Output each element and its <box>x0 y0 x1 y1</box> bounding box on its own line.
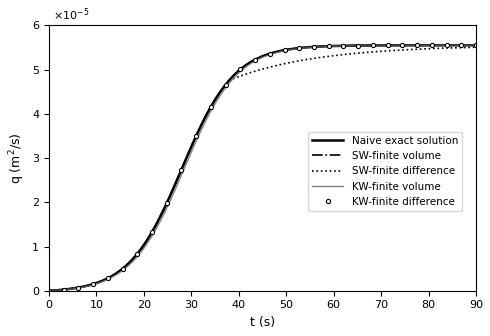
SW-finite volume <box>379 43 385 47</box>
KW-finite volume <box>387 43 392 47</box>
SW-finite difference <box>387 49 392 53</box>
KW-finite difference <box>282 48 288 52</box>
KW-finite difference <box>75 286 81 290</box>
KW-finite volume <box>46 289 52 293</box>
KW-finite difference <box>178 168 184 172</box>
KW-finite difference <box>341 44 346 48</box>
KW-finite difference <box>414 43 420 47</box>
KW-finite difference <box>164 201 170 205</box>
Line: SW-finite volume: SW-finite volume <box>49 45 476 291</box>
KW-finite difference <box>120 267 125 271</box>
Line: KW-finite volume: KW-finite volume <box>49 45 476 291</box>
KW-finite volume <box>473 43 479 47</box>
KW-finite difference <box>473 43 479 47</box>
Naive exact solution <box>46 289 52 293</box>
Naive exact solution <box>379 43 385 47</box>
Naive exact solution <box>234 70 240 74</box>
SW-finite volume <box>219 88 224 92</box>
Line: SW-finite difference: SW-finite difference <box>49 47 476 291</box>
KW-finite difference <box>238 68 244 72</box>
KW-finite difference <box>208 105 214 109</box>
SW-finite difference <box>46 289 52 293</box>
Text: $\times 10^{-5}$: $\times 10^{-5}$ <box>53 7 90 24</box>
Line: KW-finite difference: KW-finite difference <box>47 43 478 293</box>
Legend: Naive exact solution, SW-finite volume, SW-finite difference, KW-finite volume, : Naive exact solution, SW-finite volume, … <box>308 132 462 211</box>
KW-finite difference <box>134 252 140 256</box>
KW-finite difference <box>385 43 391 47</box>
KW-finite difference <box>267 52 273 56</box>
KW-finite difference <box>311 45 317 49</box>
KW-finite difference <box>105 276 111 280</box>
KW-finite volume <box>379 43 385 47</box>
Naive exact solution <box>90 282 96 286</box>
KW-finite difference <box>46 289 52 293</box>
SW-finite volume <box>473 43 479 47</box>
KW-finite difference <box>90 282 96 286</box>
KW-finite difference <box>296 46 302 50</box>
SW-finite volume <box>387 43 392 47</box>
Naive exact solution <box>339 44 345 48</box>
SW-finite volume <box>90 282 96 286</box>
KW-finite volume <box>339 44 345 48</box>
SW-finite difference <box>219 88 224 92</box>
KW-finite difference <box>252 58 258 62</box>
Y-axis label: q (m$^2$/s): q (m$^2$/s) <box>7 132 26 184</box>
Line: Naive exact solution: Naive exact solution <box>49 45 476 291</box>
SW-finite volume <box>46 289 52 293</box>
KW-finite volume <box>234 73 240 77</box>
KW-finite difference <box>355 44 361 48</box>
X-axis label: t (s): t (s) <box>250 316 275 329</box>
KW-finite difference <box>370 43 376 47</box>
KW-finite difference <box>149 230 155 234</box>
KW-finite difference <box>61 288 67 292</box>
SW-finite volume <box>339 44 345 48</box>
Naive exact solution <box>387 43 392 47</box>
SW-finite difference <box>473 45 479 49</box>
SW-finite difference <box>339 53 345 57</box>
KW-finite difference <box>193 134 199 138</box>
SW-finite difference <box>90 282 96 286</box>
KW-finite difference <box>326 44 332 48</box>
KW-finite difference <box>399 43 405 47</box>
KW-finite difference <box>458 43 464 47</box>
SW-finite difference <box>234 75 240 79</box>
SW-finite difference <box>379 49 385 53</box>
KW-finite volume <box>90 283 96 287</box>
KW-finite volume <box>219 91 224 95</box>
SW-finite volume <box>234 70 240 74</box>
KW-finite difference <box>223 83 229 87</box>
Naive exact solution <box>219 88 224 92</box>
KW-finite difference <box>429 43 435 47</box>
KW-finite difference <box>443 43 449 47</box>
Naive exact solution <box>473 43 479 47</box>
